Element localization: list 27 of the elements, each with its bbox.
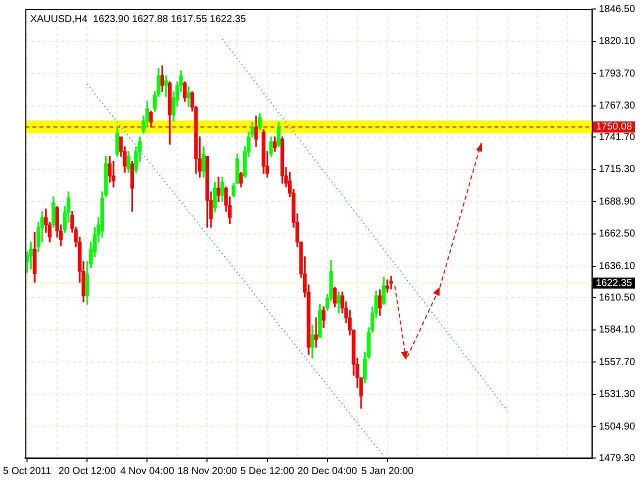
candlestick: [314, 317, 318, 348]
x-tick-label: 20 Oct 12:00: [58, 466, 116, 477]
text: XAUUSD,H4 1623.90 1627.88 1617.55 1622.35: [30, 14, 246, 25]
y-tick-label: 1846.50: [598, 4, 636, 15]
y-tick-label: 1820.10: [598, 36, 636, 48]
y-tick-label: 1584.10: [598, 324, 636, 336]
y-tick-label: 1715.30: [598, 164, 636, 176]
ref-line-label: 1622.35: [596, 278, 632, 289]
x-tick-label: 18 Nov 20:00: [177, 466, 238, 477]
y-tick-label: 1610.50: [598, 292, 636, 304]
ref-line-label: 1750.08: [596, 122, 632, 133]
y-tick-label: 1504.90: [598, 421, 636, 432]
y-tick-label: 1767.30: [598, 100, 636, 112]
x-tick-label: 20 Dec 04:00: [298, 466, 358, 477]
y-tick-label: 1662.50: [598, 228, 636, 240]
x-tick-label: 5 Jan 20:00: [361, 466, 414, 477]
y-tick-label: 1688.90: [598, 196, 636, 208]
x-tick-label: 5 Dec 12:00: [240, 466, 295, 477]
y-tick-label: 1636.10: [598, 261, 636, 272]
y-tick-label: 1557.70: [598, 356, 636, 368]
y-tick-label: 1479.30: [598, 452, 636, 464]
y-tick-label: 1741.70: [598, 132, 636, 143]
line-series: [394, 142, 482, 360]
x-tick-label: 4 Nov 04:00: [120, 466, 175, 477]
y-tick-label: 1793.70: [598, 68, 636, 80]
y-tick-label: 1531.30: [598, 389, 636, 400]
x-tick-label: 5 Oct 2011: [3, 466, 52, 477]
